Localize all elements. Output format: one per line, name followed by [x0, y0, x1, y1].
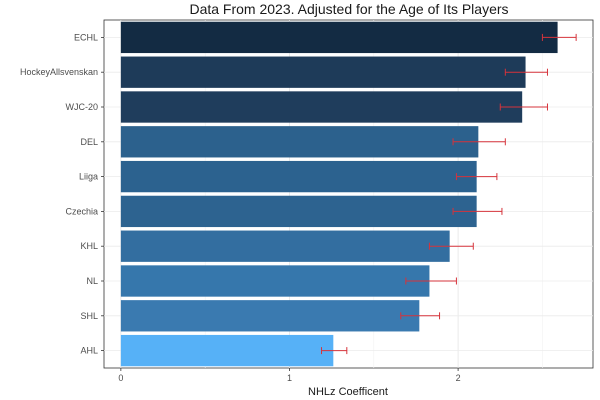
- error-bars: [321, 33, 577, 355]
- y-tick-label: HockeyAllsvenskan: [20, 67, 98, 77]
- error-bar-khl: [428, 242, 474, 250]
- error-bar-del: [452, 138, 506, 146]
- y-tick-label: SHL: [80, 311, 98, 321]
- y-tick-label: Liiga: [79, 172, 98, 182]
- error-bar-nl: [405, 277, 457, 285]
- bar-khl: [120, 230, 450, 262]
- bar-liiga: [120, 160, 477, 193]
- bar-hockeyallsvenskan: [120, 56, 526, 88]
- error-bar-wjc-20: [499, 103, 548, 111]
- bar-ahl: [120, 334, 334, 367]
- error-bar-liiga: [455, 173, 498, 181]
- x-tick-label: 2: [456, 373, 461, 383]
- x-axis-ticks: 0 1 2: [118, 368, 461, 383]
- bar-nl: [120, 265, 430, 297]
- error-bar-shl: [400, 312, 441, 320]
- bar-czechia: [120, 195, 477, 228]
- error-bar-ahl: [321, 347, 348, 355]
- y-tick-label: AHL: [80, 346, 98, 356]
- x-tick-label: 0: [118, 373, 123, 383]
- bar-wjc-20: [120, 91, 523, 123]
- y-axis-ticks: AHL SHL NL KHL Czechia Liiga DEL WJC-20 HockeyAl…: [20, 32, 104, 356]
- y-tick-label: DEL: [80, 137, 98, 147]
- error-bar-echl: [541, 33, 577, 41]
- x-tick-label: 1: [287, 373, 292, 383]
- y-tick-label: WJC-20: [65, 102, 98, 112]
- chart-title: Data From 2023. Adjusted for the Age of …: [189, 1, 508, 17]
- error-bar-hockeyallsvenskan: [504, 68, 548, 76]
- bar-echl: [120, 21, 558, 54]
- x-axis-title: NHLz Coefficent: [308, 386, 388, 398]
- bar-del: [120, 126, 479, 158]
- error-bar-czechia: [452, 207, 503, 215]
- y-tick-label: NL: [86, 276, 98, 286]
- bars: [120, 21, 558, 367]
- y-tick-label: ECHL: [74, 32, 98, 42]
- bar-shl: [120, 300, 420, 332]
- y-tick-label: Czechia: [65, 206, 98, 216]
- y-tick-label: KHL: [80, 241, 98, 251]
